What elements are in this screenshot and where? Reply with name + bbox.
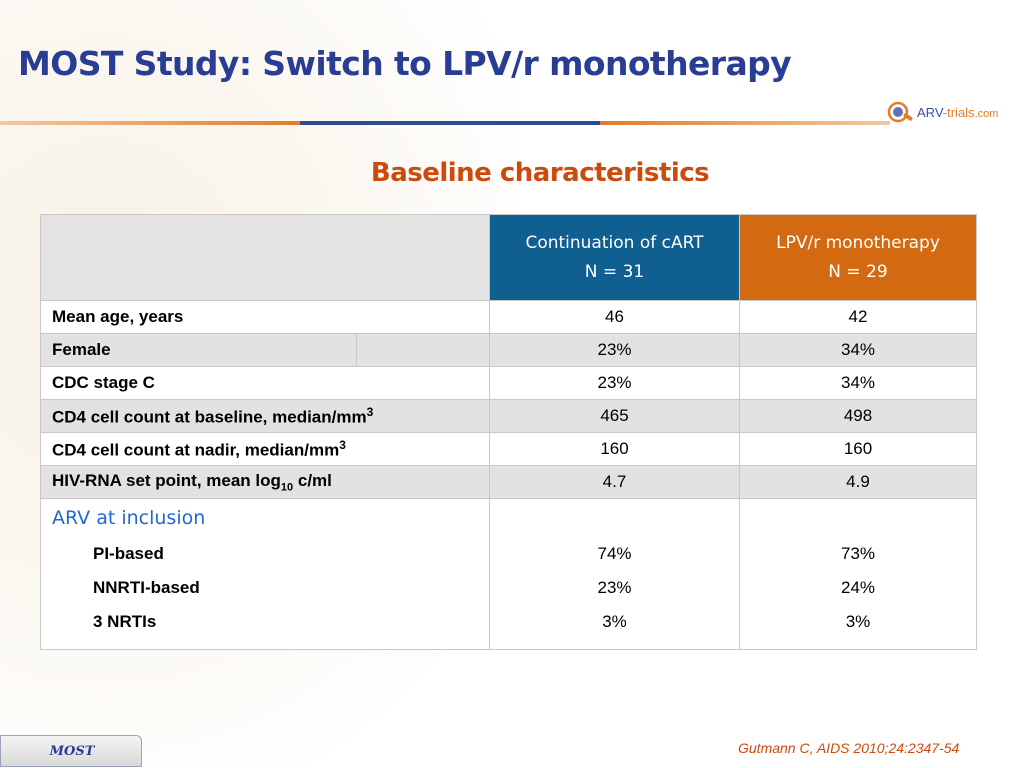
arv-item-label: 3 NRTIs xyxy=(93,612,157,631)
arv-lpv-value: 24% xyxy=(840,578,876,597)
table-header-row: Continuation of cART N = 31 LPV/r monoth… xyxy=(40,214,977,301)
row-label: CD4 cell count at nadir, median/mm xyxy=(52,440,340,460)
header-cart-line2: N = 31 xyxy=(584,261,645,282)
row-label-sub: 10 xyxy=(280,481,294,494)
cell-cart: 23% xyxy=(489,333,740,367)
citation: Gutmann C, AIDS 2010;24:2347-54 xyxy=(738,740,960,756)
row-label-cell: CD4 cell count at baseline, median/mm3 xyxy=(40,399,490,433)
row-label-suffix: c/ml xyxy=(293,470,332,490)
arv-cart-value: 3% xyxy=(602,612,627,631)
row-label: Female xyxy=(40,333,357,367)
row-label: CD4 cell count at baseline, median/mm xyxy=(52,407,367,427)
table-row: Mean age, years 46 42 xyxy=(40,300,977,334)
arv-item-label: NNRTI-based xyxy=(93,578,200,597)
cell-cart: 160 xyxy=(489,432,740,466)
arv-section-row: ARV at inclusion PI-based NNRTI-based 3 … xyxy=(40,498,977,650)
table-row: Female 23% 34% xyxy=(40,333,977,367)
logo-text-part1: ARV xyxy=(917,105,943,120)
header-lpv-line2: N = 29 xyxy=(828,261,888,282)
header-lpv: LPV/r monotherapy N = 29 xyxy=(739,214,977,301)
arv-label-cell: ARV at inclusion PI-based NNRTI-based 3 … xyxy=(40,498,490,650)
cell-lpv: 34% xyxy=(739,333,977,367)
header-cart-line1: Continuation of cART xyxy=(525,232,704,253)
logo-text-part2: -trials xyxy=(942,105,975,120)
arv-cart-value: 23% xyxy=(597,578,632,597)
table-row: CD4 cell count at baseline, median/mm3 4… xyxy=(40,399,977,433)
arv-trials-logo: ARV-trials.com xyxy=(887,100,1015,128)
row-label-sup: 3 xyxy=(366,404,374,419)
logo-text-part3: .com xyxy=(974,108,999,120)
row-empty-cell xyxy=(356,333,490,367)
arv-lpv-value: 73% xyxy=(840,544,876,563)
row-label-cell: CD4 cell count at nadir, median/mm3 xyxy=(40,432,490,466)
header-blank-cell xyxy=(40,214,490,301)
arv-cart-cell: 74% 23% 3% xyxy=(489,498,740,650)
logo-mark-icon xyxy=(887,101,913,123)
table-row: CDC stage C 23% 34% xyxy=(40,366,977,400)
arv-item-label: PI-based xyxy=(93,544,164,563)
header-lpv-line1: LPV/r monotherapy xyxy=(776,232,940,253)
arv-lpv-value: 3% xyxy=(845,612,871,631)
slide-title: MOST Study: Switch to LPV/r monotherapy xyxy=(18,44,792,83)
row-label: CDC stage C xyxy=(40,366,490,400)
table-row: CD4 cell count at nadir, median/mm3 160 … xyxy=(40,432,977,466)
row-label-sup: 3 xyxy=(339,437,346,452)
study-tag-label: MOST xyxy=(49,744,95,759)
cell-lpv: 160 xyxy=(739,432,977,466)
arv-lpv-cell: 73% 24% 3% xyxy=(739,498,977,650)
cell-cart: 46 xyxy=(489,300,740,334)
table-row: HIV-RNA set point, mean log10 c/ml 4.7 4… xyxy=(40,465,977,499)
cell-cart: 4.7 xyxy=(489,465,740,499)
study-tag: MOST xyxy=(0,735,142,767)
cell-lpv: 4.9 xyxy=(739,465,977,499)
arv-section-title: ARV at inclusion xyxy=(52,507,206,529)
title-divider xyxy=(0,121,890,125)
section-subtitle: Baseline characteristics xyxy=(370,158,710,188)
cell-lpv: 34% xyxy=(739,366,977,400)
arv-cart-value: 74% xyxy=(597,544,632,563)
cell-cart: 23% xyxy=(489,366,740,400)
baseline-table: Continuation of cART N = 31 LPV/r monoth… xyxy=(40,214,977,650)
cell-cart: 465 xyxy=(489,399,740,433)
header-cart: Continuation of cART N = 31 xyxy=(489,214,740,301)
cell-lpv: 42 xyxy=(739,300,977,334)
row-label: HIV-RNA set point, mean log xyxy=(52,470,281,490)
row-label-cell: HIV-RNA set point, mean log10 c/ml xyxy=(40,465,490,499)
row-label: Mean age, years xyxy=(40,300,490,334)
cell-lpv: 498 xyxy=(739,399,977,433)
